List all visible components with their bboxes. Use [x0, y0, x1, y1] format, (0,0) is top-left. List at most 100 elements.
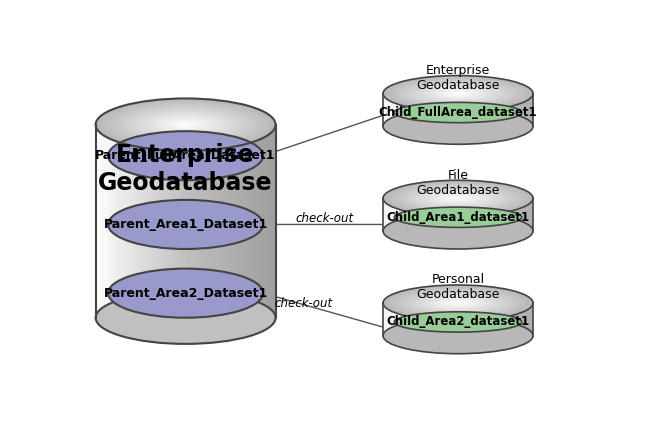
Bar — [501, 198, 503, 231]
Bar — [458, 303, 461, 336]
Ellipse shape — [100, 100, 271, 150]
Ellipse shape — [104, 101, 266, 148]
Bar — [273, 125, 275, 318]
Bar — [188, 125, 190, 318]
Ellipse shape — [413, 83, 503, 105]
Ellipse shape — [453, 197, 463, 199]
Bar — [163, 125, 165, 318]
Bar — [428, 94, 431, 126]
Ellipse shape — [136, 110, 235, 139]
Bar — [530, 303, 533, 336]
Bar — [441, 198, 443, 231]
Bar — [453, 94, 455, 126]
Bar — [513, 94, 515, 126]
Bar — [125, 125, 127, 318]
Bar — [446, 198, 448, 231]
Bar — [156, 125, 159, 318]
Bar — [388, 303, 390, 336]
Bar — [112, 125, 114, 318]
Ellipse shape — [408, 291, 508, 315]
Bar — [401, 198, 403, 231]
Bar — [475, 94, 478, 126]
Ellipse shape — [125, 107, 246, 142]
Bar — [233, 125, 235, 318]
Ellipse shape — [413, 292, 503, 314]
Bar — [483, 94, 486, 126]
Ellipse shape — [108, 269, 263, 318]
Ellipse shape — [431, 87, 486, 100]
Bar — [493, 303, 495, 336]
Ellipse shape — [393, 287, 523, 319]
Bar — [461, 198, 463, 231]
Bar — [257, 125, 260, 318]
Bar — [495, 198, 498, 231]
Ellipse shape — [383, 213, 533, 249]
Ellipse shape — [433, 297, 483, 309]
Ellipse shape — [443, 90, 473, 97]
Bar — [468, 198, 470, 231]
Text: Child_FullArea_dataset1: Child_FullArea_dataset1 — [379, 106, 537, 119]
Ellipse shape — [403, 290, 513, 316]
Ellipse shape — [406, 186, 511, 211]
Bar — [458, 94, 461, 126]
Bar — [483, 303, 486, 336]
Ellipse shape — [421, 294, 495, 312]
Bar — [481, 303, 483, 336]
Bar — [201, 125, 204, 318]
Bar — [528, 94, 530, 126]
Bar — [386, 303, 388, 336]
Ellipse shape — [411, 187, 506, 210]
Ellipse shape — [415, 293, 501, 313]
Ellipse shape — [455, 302, 461, 303]
Bar — [473, 198, 475, 231]
Bar — [415, 94, 418, 126]
Ellipse shape — [170, 120, 201, 129]
Bar — [421, 303, 423, 336]
Bar — [530, 198, 533, 231]
Bar — [186, 125, 188, 318]
Bar — [264, 125, 266, 318]
Bar — [453, 198, 455, 231]
Bar — [213, 125, 215, 318]
Ellipse shape — [398, 184, 518, 212]
Ellipse shape — [388, 77, 528, 110]
Bar — [431, 94, 433, 126]
Bar — [421, 198, 423, 231]
Bar — [450, 303, 453, 336]
Bar — [481, 94, 483, 126]
Bar — [508, 94, 511, 126]
Ellipse shape — [408, 186, 508, 210]
Bar — [393, 303, 395, 336]
Ellipse shape — [183, 124, 188, 125]
Bar — [395, 198, 398, 231]
Bar — [495, 303, 498, 336]
Ellipse shape — [428, 191, 488, 205]
Bar — [495, 94, 498, 126]
Bar — [406, 94, 408, 126]
Bar — [418, 94, 421, 126]
Bar — [475, 198, 478, 231]
Bar — [446, 94, 448, 126]
Bar — [269, 125, 271, 318]
Bar — [103, 125, 104, 318]
Text: Parent_Area1_Dataset1: Parent_Area1_Dataset1 — [103, 218, 268, 231]
Bar — [217, 125, 219, 318]
Bar — [168, 125, 170, 318]
Bar — [165, 125, 168, 318]
Ellipse shape — [98, 99, 273, 150]
Bar — [95, 125, 98, 318]
Bar — [486, 94, 488, 126]
Bar — [481, 198, 483, 231]
Bar — [526, 198, 528, 231]
Bar — [398, 303, 401, 336]
Ellipse shape — [428, 86, 488, 101]
Bar — [511, 94, 513, 126]
Bar — [423, 94, 426, 126]
Ellipse shape — [406, 290, 511, 316]
Ellipse shape — [95, 99, 275, 151]
Bar — [116, 125, 118, 318]
Bar — [450, 94, 453, 126]
Bar — [143, 125, 145, 318]
Bar — [383, 198, 386, 231]
Bar — [195, 125, 197, 318]
